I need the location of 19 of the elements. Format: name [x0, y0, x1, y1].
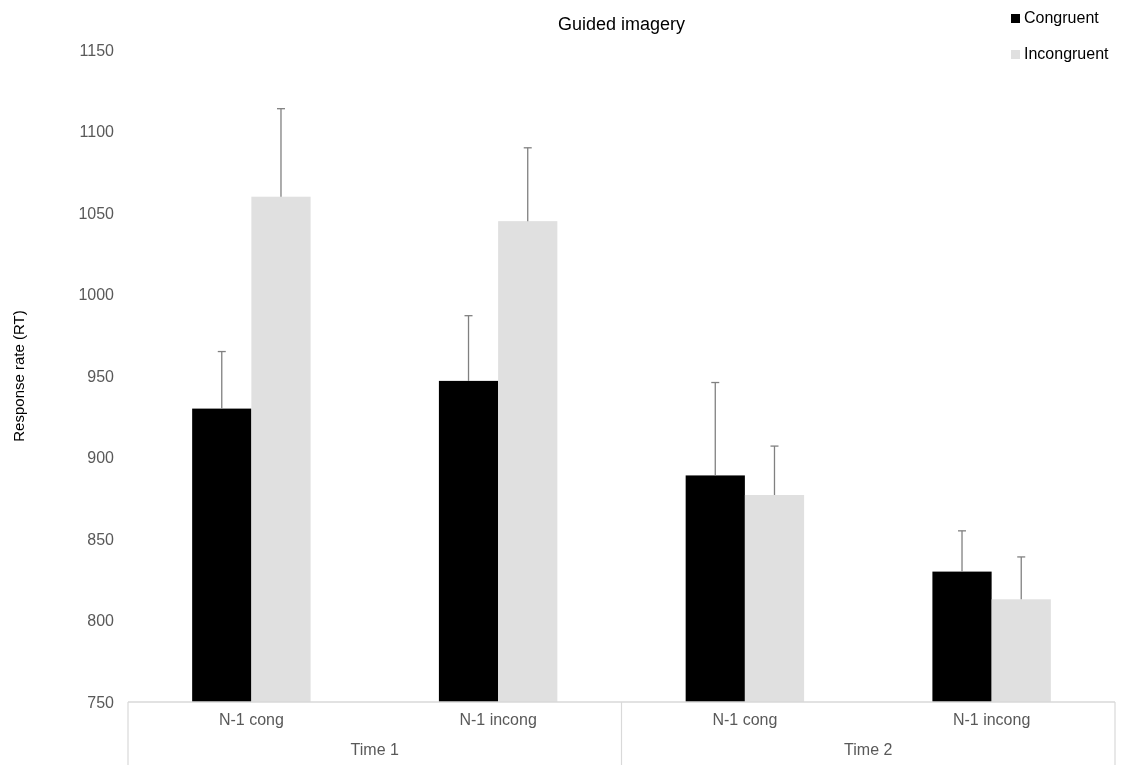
y-tick-label: 800	[87, 612, 115, 630]
legend-label: Congruent	[1024, 9, 1100, 26]
x-tick-label: N-1 incong	[952, 711, 1031, 728]
y-tick-label: 1100	[79, 123, 115, 141]
y-tick-label: 900	[87, 449, 115, 467]
legend-label: Incongruent	[1024, 45, 1110, 62]
x-tick-label: N-1 incong	[459, 711, 537, 728]
y-tick-label: 950	[87, 367, 115, 385]
y-tick-label: 1050	[78, 204, 115, 222]
y-tick-label: 1000	[78, 286, 115, 304]
y-axis-title: Response rate (RT)	[10, 310, 27, 442]
x-tick-label: N-1 cong	[712, 711, 778, 728]
x-tick-label: N-1 cong	[218, 711, 284, 728]
text: Time 1	[350, 741, 399, 758]
chart-title: Guided imagery	[557, 14, 686, 34]
text: Time 2	[844, 741, 893, 758]
y-tick-label: 850	[87, 530, 115, 548]
y-tick-label: 750	[87, 693, 115, 711]
y-tick-label: 1150	[79, 41, 115, 59]
